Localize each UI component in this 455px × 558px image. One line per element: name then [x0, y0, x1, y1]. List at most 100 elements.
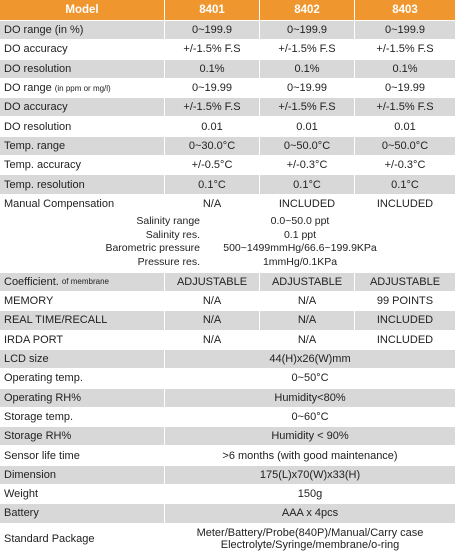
label-text: Manual Compensation — [4, 197, 115, 210]
value-line: 175(L)x70(W)x33(H) — [259, 468, 361, 481]
value-cell: 0.01 — [260, 117, 354, 136]
label-text: Sensor life time — [4, 449, 80, 462]
row-label: DO range (in ppm or mg/l) — [0, 78, 164, 98]
value-cell: ADJUSTABLE — [260, 272, 354, 291]
value-cell: +/-1.5% F.S — [355, 98, 455, 117]
row-label: Manual Compensation — [0, 194, 164, 272]
value-cell: 150g — [165, 485, 455, 504]
row-label: DO accuracy — [0, 98, 164, 117]
label-text: Temp. accuracy — [4, 159, 82, 172]
value-line: Humidity<80% — [274, 391, 346, 404]
label-text: IRDA PORT — [4, 333, 64, 346]
value-cell: 0~199.9 — [355, 21, 455, 40]
value-cell: 0.1°C — [355, 175, 455, 194]
label-text: Dimension — [4, 468, 56, 481]
value-cell: 0.1% — [260, 59, 354, 78]
detail-name: Salinity res. — [145, 228, 200, 241]
value-line: 0~50°C — [291, 372, 329, 385]
value-cell: INCLUDED — [260, 194, 354, 214]
value-cell: 0.01 — [355, 117, 455, 136]
value-cell: Meter/Battery/Probe(840P)/Manual/Carry c… — [165, 523, 455, 554]
value-cell: 0~19.99 — [165, 78, 259, 98]
header-cell: 8402 — [260, 0, 354, 20]
label-text: DO accuracy — [4, 43, 68, 56]
label-text: DO range (in %) — [4, 24, 84, 37]
row-label: Storage temp. — [0, 407, 164, 427]
row-label: Temp. range — [0, 136, 164, 156]
label-text: Operating RH% — [4, 391, 82, 404]
row-label: DO resolution — [0, 117, 164, 136]
value-cell: +/-0.3°C — [355, 156, 455, 175]
label-text: DO resolution — [4, 62, 72, 75]
row-label: LCD size — [0, 349, 164, 369]
value-cell: 0.1°C — [260, 175, 354, 194]
row-label: REAL TIME/RECALL — [0, 311, 164, 330]
value-cell: >6 months (with good maintenance) — [165, 446, 455, 465]
value-cell: 0.1% — [165, 59, 259, 78]
details-area — [165, 214, 455, 272]
value-cell: 0~50.0°C — [355, 136, 455, 156]
row-label: Standard Package — [0, 523, 164, 554]
value-cell: 0~50°C — [165, 369, 455, 388]
value-cell: 0~199.9 — [260, 21, 354, 40]
value-line: 150g — [297, 488, 323, 501]
row-label: Battery — [0, 504, 164, 523]
value-cell: 0~50.0°C — [260, 136, 354, 156]
label-text: DO resolution — [4, 120, 72, 133]
row-label: Storage RH% — [0, 427, 164, 446]
label-text: DO range — [4, 82, 52, 95]
value-line: >6 months (with good maintenance) — [222, 449, 398, 462]
value-cell: 0~19.99 — [260, 78, 354, 98]
value-cell: N/A — [165, 311, 259, 330]
row-label: DO accuracy — [0, 40, 164, 59]
row-label: DO resolution — [0, 59, 164, 78]
value-cell: 175(L)x70(W)x33(H) — [165, 465, 455, 484]
row-label: Sensor life time — [0, 446, 164, 465]
value-cell: 0~60°C — [165, 407, 455, 427]
value-cell: +/-0.3°C — [260, 156, 354, 175]
value-cell: ADJUSTABLE — [355, 272, 455, 291]
value-cell: +/-1.5% F.S — [165, 40, 259, 59]
value-cell: INCLUDED — [355, 194, 455, 214]
label-text: Storage temp. — [4, 410, 74, 423]
value-cell: Humidity<80% — [165, 388, 455, 407]
value-cell: INCLUDED — [355, 311, 455, 330]
label-text: Battery — [4, 507, 39, 520]
value-cell: N/A — [165, 194, 259, 214]
header-cell: 8403 — [355, 0, 455, 20]
label-text: REAL TIME/RECALL — [4, 314, 108, 327]
row-label: DO range (in %) — [0, 21, 164, 40]
value-cell: INCLUDED — [355, 330, 455, 349]
value-cell: N/A — [260, 311, 354, 330]
value-line: Meter/Battery/Probe(840P)/Manual/Carry c… — [196, 526, 424, 539]
label-text: Operating temp. — [4, 372, 83, 385]
label-text: Storage RH% — [4, 430, 72, 443]
detail-name: Barometric pressure — [105, 242, 200, 254]
value-cell: 0~19.99 — [355, 78, 455, 98]
value-cell: 0.01 — [165, 117, 259, 136]
row-label: IRDA PORT — [0, 330, 164, 349]
header-cell: Model — [0, 0, 164, 20]
detail-value: 0.1 ppt — [283, 228, 317, 241]
row-label: Operating RH% — [0, 388, 164, 407]
row-label: Weight — [0, 485, 164, 504]
label-text: Weight — [4, 488, 39, 501]
value-cell: ADJUSTABLE — [165, 272, 259, 291]
value-cell: N/A — [260, 330, 354, 349]
value-cell: +/-1.5% F.S — [355, 40, 455, 59]
label-text: LCD size — [4, 353, 49, 366]
value-cell: +/-1.5% F.S — [165, 98, 259, 117]
value-cell: 0~199.9 — [165, 21, 259, 40]
row-label: Temp. resolution — [0, 175, 164, 194]
detail-value: 0.0~50.0 ppt — [270, 215, 330, 227]
value-cell: N/A — [165, 330, 259, 349]
value-cell: +/-1.5% F.S — [260, 98, 354, 117]
detail-value: 1mmHg/0.1KPa — [262, 255, 338, 268]
detail-value: 500~1499mmHg/66.6~199.9KPa — [223, 242, 377, 254]
label-text: MEMORY — [4, 295, 54, 308]
value-cell: 0.1°C — [165, 175, 259, 194]
value-cell: +/-1.5% F.S — [260, 40, 354, 59]
value-cell: 99 POINTS — [355, 292, 455, 311]
value-cell: N/A — [260, 292, 354, 311]
